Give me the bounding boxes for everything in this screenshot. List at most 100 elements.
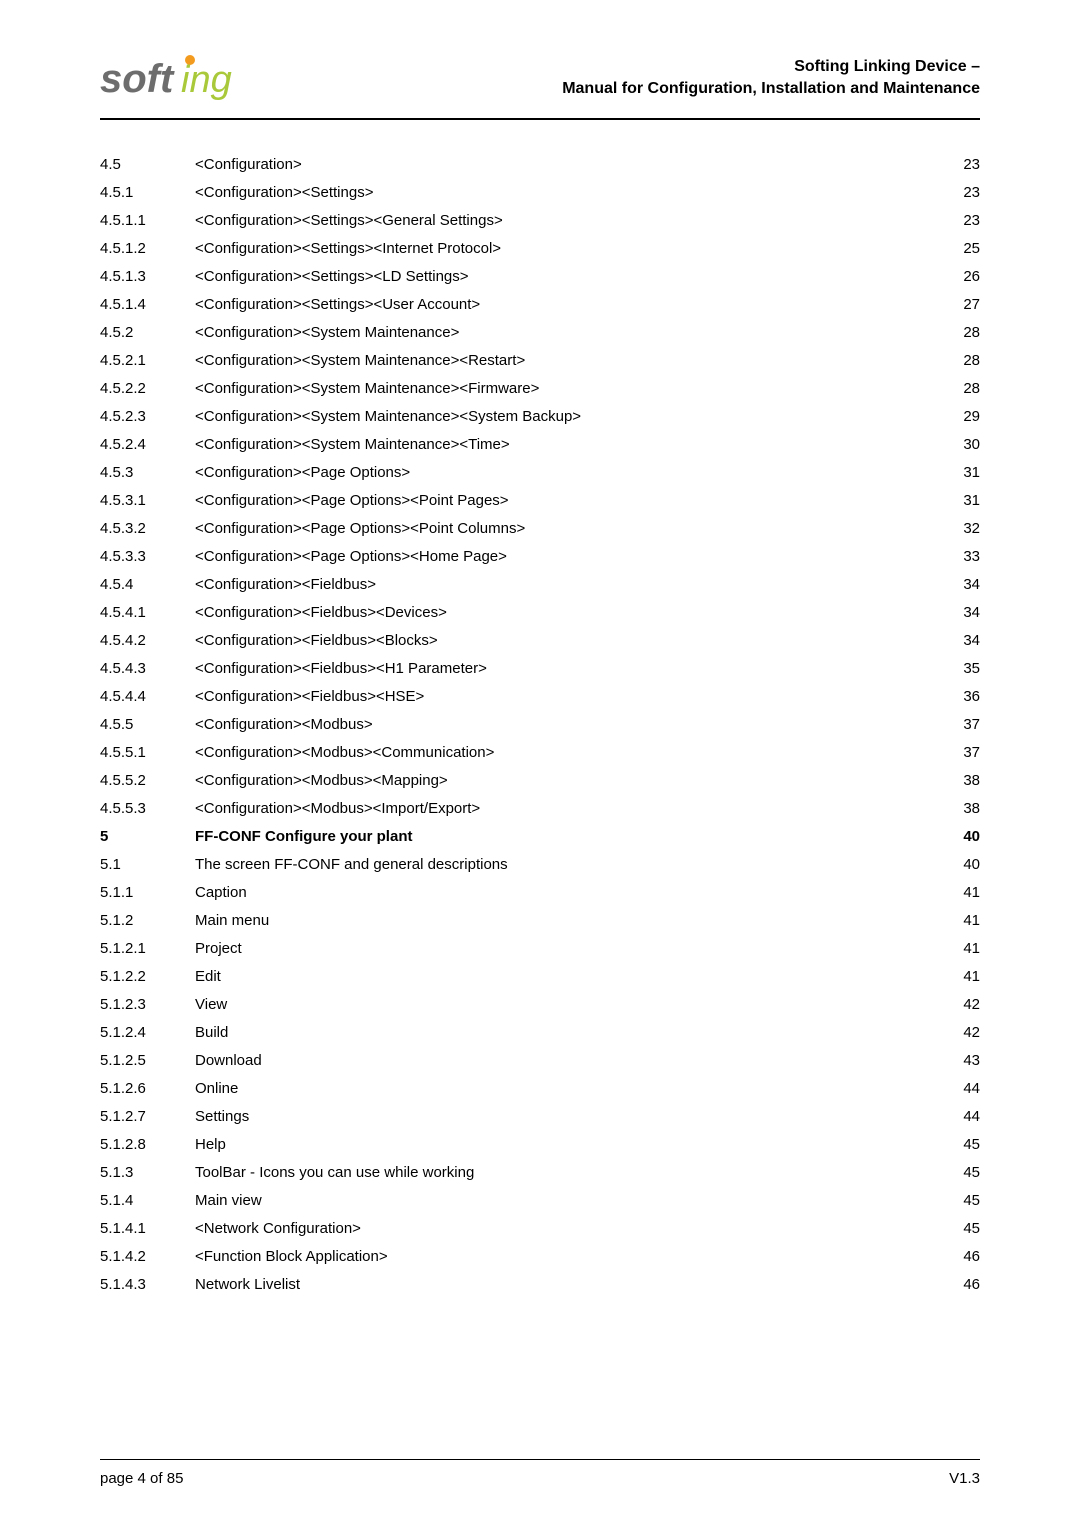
toc-section-title: Main view — [195, 1193, 930, 1208]
toc-section-title: <Function Block Application> — [195, 1249, 930, 1264]
toc-section-title: <Configuration><Page Options><Home Page> — [195, 549, 930, 564]
toc-row: 4.5.2.4<Configuration><System Maintenanc… — [100, 430, 980, 458]
toc-page-number: 23 — [930, 213, 980, 228]
toc-section-title: ToolBar - Icons you can use while workin… — [195, 1165, 930, 1180]
toc-section-number: 4.5.1.2 — [100, 241, 195, 256]
toc-row: 4.5.5.2<Configuration><Modbus><Mapping>3… — [100, 766, 980, 794]
toc-section-title: <Configuration><System Maintenance><Syst… — [195, 409, 930, 424]
toc-row: 5.1.2.4Build42 — [100, 1018, 980, 1046]
toc-section-number: 5.1.2 — [100, 913, 195, 928]
toc-section-title: <Configuration><Modbus> — [195, 717, 930, 732]
page-footer: page 4 of 85 V1.3 — [100, 1460, 980, 1487]
toc-row: 5.1.4Main view45 — [100, 1186, 980, 1214]
toc-page-number: 44 — [930, 1109, 980, 1124]
toc-section-number: 4.5.1.4 — [100, 297, 195, 312]
toc-row: 4.5.4.3<Configuration><Fieldbus><H1 Para… — [100, 654, 980, 682]
toc-row: 4.5.4.4<Configuration><Fieldbus><HSE>36 — [100, 682, 980, 710]
toc-section-title: <Configuration><Fieldbus><Blocks> — [195, 633, 930, 648]
page-header: soft ing Softing Linking Device – Manual… — [100, 50, 980, 106]
toc-section-number: 5.1.3 — [100, 1165, 195, 1180]
toc-section-title: Help — [195, 1137, 930, 1152]
toc-section-title: Main menu — [195, 913, 930, 928]
toc-section-title: <Configuration><Settings><User Account> — [195, 297, 930, 312]
toc-section-title: <Configuration><Fieldbus><Devices> — [195, 605, 930, 620]
toc-page-number: 31 — [930, 465, 980, 480]
toc-page-number: 44 — [930, 1081, 980, 1096]
toc-row: 5.1.1Caption41 — [100, 878, 980, 906]
toc-row: 5.1The screen FF-CONF and general descri… — [100, 850, 980, 878]
toc-section-title: <Configuration> — [195, 157, 930, 172]
toc-section-number: 5.1.4 — [100, 1193, 195, 1208]
toc-section-number: 4.5.5.2 — [100, 773, 195, 788]
toc-section-title: <Configuration><System Maintenance><Rest… — [195, 353, 930, 368]
toc-section-title: <Configuration><Settings> — [195, 185, 930, 200]
toc-row: 4.5.1.1<Configuration><Settings><General… — [100, 206, 980, 234]
header-title-line2: Manual for Configuration, Installation a… — [562, 78, 980, 100]
toc-page-number: 45 — [930, 1137, 980, 1152]
toc-section-number: 5.1.2.6 — [100, 1081, 195, 1096]
toc-row: 5.1.2.8Help45 — [100, 1130, 980, 1158]
toc-page-number: 45 — [930, 1193, 980, 1208]
toc-section-title: <Configuration><Modbus><Mapping> — [195, 773, 930, 788]
toc-section-title: <Configuration><Settings><General Settin… — [195, 213, 930, 228]
toc-section-number: 5.1.2.5 — [100, 1053, 195, 1068]
toc-row: 5.1.2.3View42 — [100, 990, 980, 1018]
toc-row: 5.1.2.6Online44 — [100, 1074, 980, 1102]
toc-section-number: 4.5.1 — [100, 185, 195, 200]
toc-section-number: 5.1.2.2 — [100, 969, 195, 984]
toc-page-number: 23 — [930, 185, 980, 200]
toc-section-number: 4.5.3.2 — [100, 521, 195, 536]
toc-section-title: <Configuration><System Maintenance> — [195, 325, 930, 340]
toc-page-number: 38 — [930, 773, 980, 788]
toc-row: 4.5.4<Configuration><Fieldbus>34 — [100, 570, 980, 598]
document-page: soft ing Softing Linking Device – Manual… — [0, 0, 1080, 1527]
toc-row: 4.5.5.1<Configuration><Modbus><Communica… — [100, 738, 980, 766]
toc-page-number: 43 — [930, 1053, 980, 1068]
toc-page-number: 34 — [930, 605, 980, 620]
toc-section-number: 4.5.3.3 — [100, 549, 195, 564]
toc-page-number: 41 — [930, 885, 980, 900]
footer-version: V1.3 — [949, 1470, 980, 1487]
toc-section-number: 4.5.2.2 — [100, 381, 195, 396]
toc-page-number: 35 — [930, 661, 980, 676]
toc-section-number: 5.1.2.1 — [100, 941, 195, 956]
toc-section-number: 4.5.3 — [100, 465, 195, 480]
toc-page-number: 23 — [930, 157, 980, 172]
toc-row: 5.1.3ToolBar - Icons you can use while w… — [100, 1158, 980, 1186]
toc-section-title: <Configuration><Fieldbus><HSE> — [195, 689, 930, 704]
toc-page-number: 30 — [930, 437, 980, 452]
toc-section-number: 4.5.1.1 — [100, 213, 195, 228]
toc-page-number: 46 — [930, 1249, 980, 1264]
toc-section-number: 4.5.1.3 — [100, 269, 195, 284]
toc-page-number: 28 — [930, 325, 980, 340]
toc-page-number: 26 — [930, 269, 980, 284]
toc-page-number: 29 — [930, 409, 980, 424]
toc-row: 4.5.4.1<Configuration><Fieldbus><Devices… — [100, 598, 980, 626]
toc-page-number: 28 — [930, 353, 980, 368]
toc-row: 4.5.5<Configuration><Modbus>37 — [100, 710, 980, 738]
toc-row: 5.1.4.2<Function Block Application>46 — [100, 1242, 980, 1270]
toc-page-number: 40 — [930, 829, 980, 844]
toc-section-number: 5.1.4.3 — [100, 1277, 195, 1292]
toc-section-number: 4.5.4.4 — [100, 689, 195, 704]
toc-section-title: <Network Configuration> — [195, 1221, 930, 1236]
toc-page-number: 40 — [930, 857, 980, 872]
toc-page-number: 31 — [930, 493, 980, 508]
toc-section-number: 5.1.1 — [100, 885, 195, 900]
toc-row: 4.5.1.3<Configuration><Settings><LD Sett… — [100, 262, 980, 290]
toc-row: 4.5.1.4<Configuration><Settings><User Ac… — [100, 290, 980, 318]
footer-page-number: page 4 of 85 — [100, 1470, 183, 1487]
toc-section-title: <Configuration><Page Options><Point Colu… — [195, 521, 930, 536]
toc-page-number: 28 — [930, 381, 980, 396]
toc-section-title: FF-CONF Configure your plant — [195, 829, 930, 844]
toc-section-title: <Configuration><Modbus><Communication> — [195, 745, 930, 760]
toc-section-number: 4.5.4.1 — [100, 605, 195, 620]
toc-section-title: Edit — [195, 969, 930, 984]
toc-section-number: 5.1.4.1 — [100, 1221, 195, 1236]
toc-page-number: 41 — [930, 941, 980, 956]
toc-section-number: 4.5.5.1 — [100, 745, 195, 760]
toc-page-number: 34 — [930, 577, 980, 592]
toc-section-title: <Configuration><System Maintenance><Time… — [195, 437, 930, 452]
toc-section-number: 4.5.5.3 — [100, 801, 195, 816]
toc-row: 5.1.2.1Project41 — [100, 934, 980, 962]
